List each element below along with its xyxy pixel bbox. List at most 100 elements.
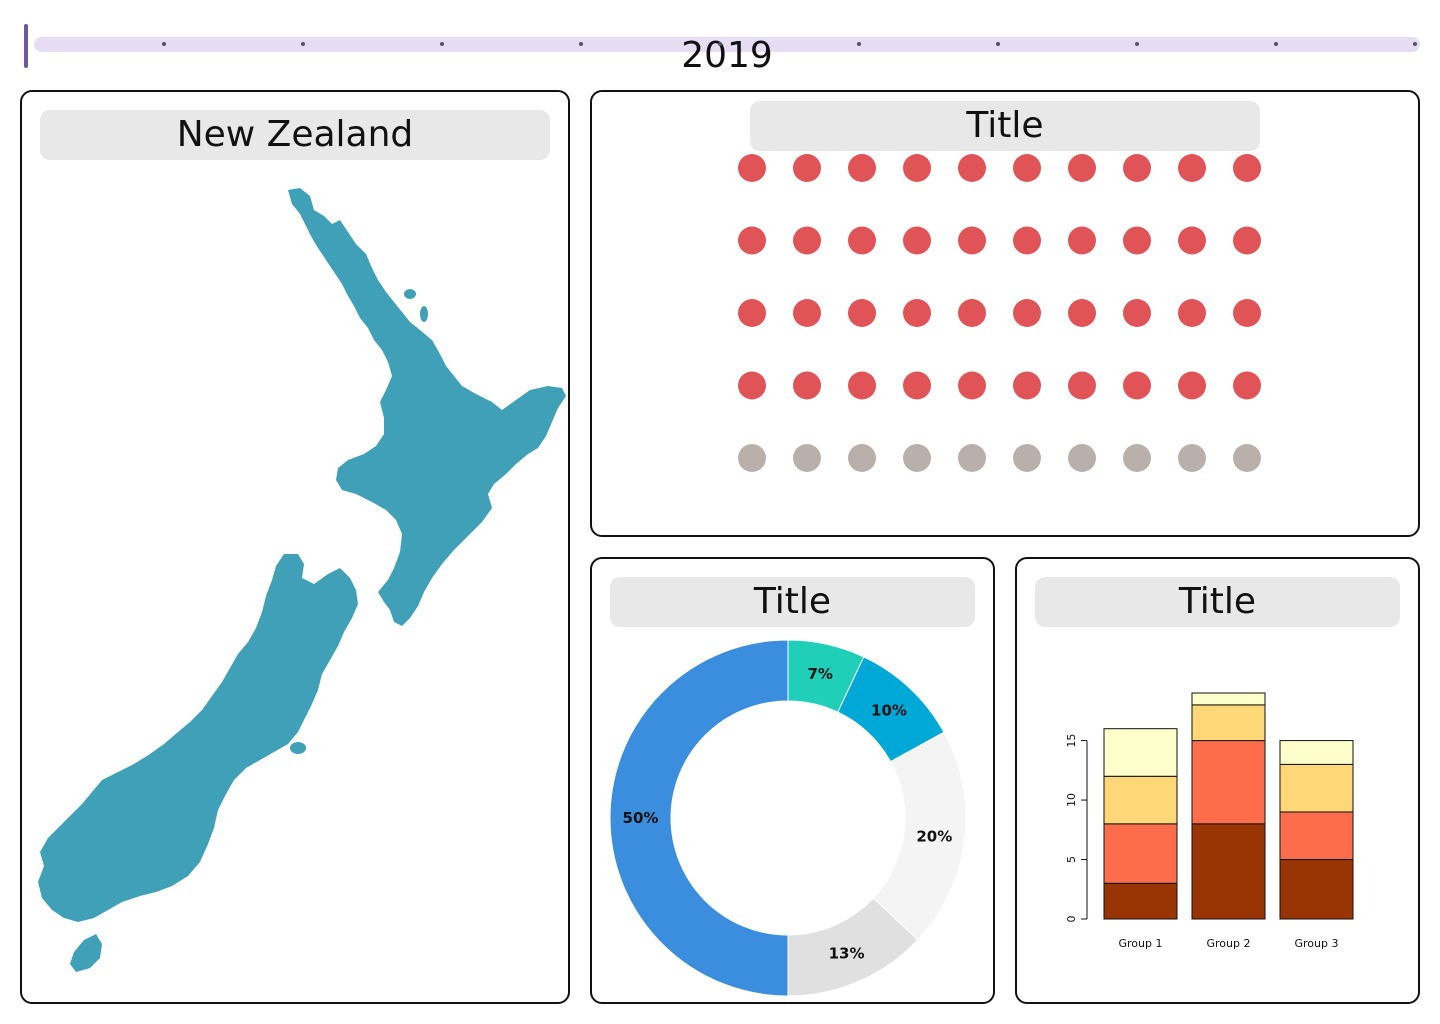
timeline-stop-dot[interactable] [996,42,1000,46]
waffle-dot-empty [958,444,986,472]
waffle-dot-filled [1013,299,1041,327]
waffle-dot-filled [1233,371,1261,400]
waffle-dot-filled [1178,371,1206,400]
waffle-dot-filled [903,299,931,327]
small-island-shape [420,306,428,322]
timeline-stop-dot[interactable] [301,42,305,46]
map-title: New Zealand [40,110,550,160]
timeline-stop-dot[interactable] [1135,42,1139,46]
waffle-dot-filled [738,299,766,327]
timeline-stop-dot[interactable] [579,42,583,46]
waffle-dot-filled [903,371,931,400]
timeline-start-marker [24,24,28,68]
x-tick-label: Group 2 [1207,937,1251,950]
waffle-dot-filled [1178,154,1206,182]
new-zealand-map [38,188,566,972]
north-island-shape [288,188,566,626]
waffle-dot-filled [1233,299,1261,327]
donut-slice [609,639,789,997]
waffle-dot-empty [848,444,876,472]
waffle-dot-filled [738,371,766,400]
stacked-bar-chart: Group 1 Group 2 Group 3 0 5 10 15 [1065,692,1354,950]
waffle-dot-empty [903,444,931,472]
donut-slice-label: 20% [916,827,952,845]
bar-title: Title [1035,577,1400,627]
bar-segment [1191,704,1266,742]
bar-segment [1103,823,1178,884]
bar-segment [1279,763,1354,813]
bar-segment [1103,882,1178,920]
waffle-dot-filled [1068,154,1096,182]
waffle-dot-filled [1233,226,1261,255]
timeline-stop-dot[interactable] [162,42,166,46]
bar-segment [1279,740,1354,765]
timeline-stop-dot[interactable] [1274,42,1278,46]
waffle-dot-empty [793,444,821,472]
timeline-year-label: 2019 [681,35,773,76]
waffle-dot-filled [848,299,876,327]
waffle-dot-empty [1013,444,1041,472]
donut-chart: 7% 10% 20% 13% 50% [609,639,967,997]
waffle-dot-filled [1013,154,1041,182]
waffle-dot-filled [1123,371,1151,400]
y-tick-label: 10 [1065,793,1078,807]
waffle-dot-empty [1178,444,1206,472]
timeline-stop-dot[interactable] [440,42,444,46]
waffle-title: Title [750,101,1260,151]
waffle-dot-filled [958,371,986,400]
waffle-dot-empty [1123,444,1151,472]
waffle-dot-filled [1178,299,1206,327]
x-tick-label: Group 3 [1295,937,1339,950]
bar-segment [1279,811,1354,861]
waffle-dot-filled [958,299,986,327]
timeline-stop-dot[interactable] [718,42,722,46]
waffle-dot-filled [793,299,821,327]
waffle-dot-filled [793,371,821,400]
waffle-dot-filled [1068,371,1096,400]
bar-segment [1191,740,1266,825]
waffle-dot-empty [1068,444,1096,472]
bar-segment [1279,859,1354,920]
small-island-shape [404,289,416,299]
waffle-card: Title [590,90,1420,537]
waffle-dot-empty [738,444,766,472]
donut-card: Title 7% 10% 20% 13% 50% [590,557,995,1004]
waffle-dot-filled [903,154,931,182]
timeline-track[interactable]: 2019 [34,35,1420,76]
waffle-dot-filled [738,154,766,182]
donut-title: Title [610,577,975,627]
timeline-stop-dot[interactable] [1413,42,1417,46]
timeline-stop-dot[interactable] [857,42,861,46]
donut-slice-label: 7% [807,665,832,683]
waffle-dot-filled [1123,299,1151,327]
donut-slice-label: 10% [871,701,907,719]
x-tick-label: Group 1 [1119,937,1163,950]
bar-segment [1191,823,1266,920]
bar-segment [1103,775,1178,825]
waffle-dot-filled [793,226,821,255]
waffle-dot-filled [1013,226,1041,255]
y-tick-label: 15 [1065,734,1078,748]
bar-segment [1191,692,1266,706]
waffle-dot-empty [1233,444,1261,472]
year-timeline[interactable]: 2019 [22,22,1420,76]
small-island-shape [290,742,306,754]
waffle-dot-filled [1233,154,1261,182]
waffle-dot-filled [793,154,821,182]
waffle-dot-filled [1013,371,1041,400]
waffle-dot-filled [848,154,876,182]
y-tick-label: 0 [1065,916,1078,923]
waffle-dot-filled [1068,299,1096,327]
bar-segment [1103,728,1178,777]
waffle-dot-filled [848,226,876,255]
waffle-dot-filled [1123,154,1151,182]
waffle-dot-filled [958,226,986,255]
waffle-dot-filled [1123,226,1151,255]
donut-slice-label: 13% [829,944,865,962]
waffle-dot-filled [738,226,766,255]
waffle-dot-filled [958,154,986,182]
stewart-island-shape [70,934,102,972]
bar-card: Title Group 1 Group 2 Group 3 0 5 10 15 [1015,557,1420,1004]
y-tick-label: 5 [1065,856,1078,863]
waffle-dot-filled [903,226,931,255]
